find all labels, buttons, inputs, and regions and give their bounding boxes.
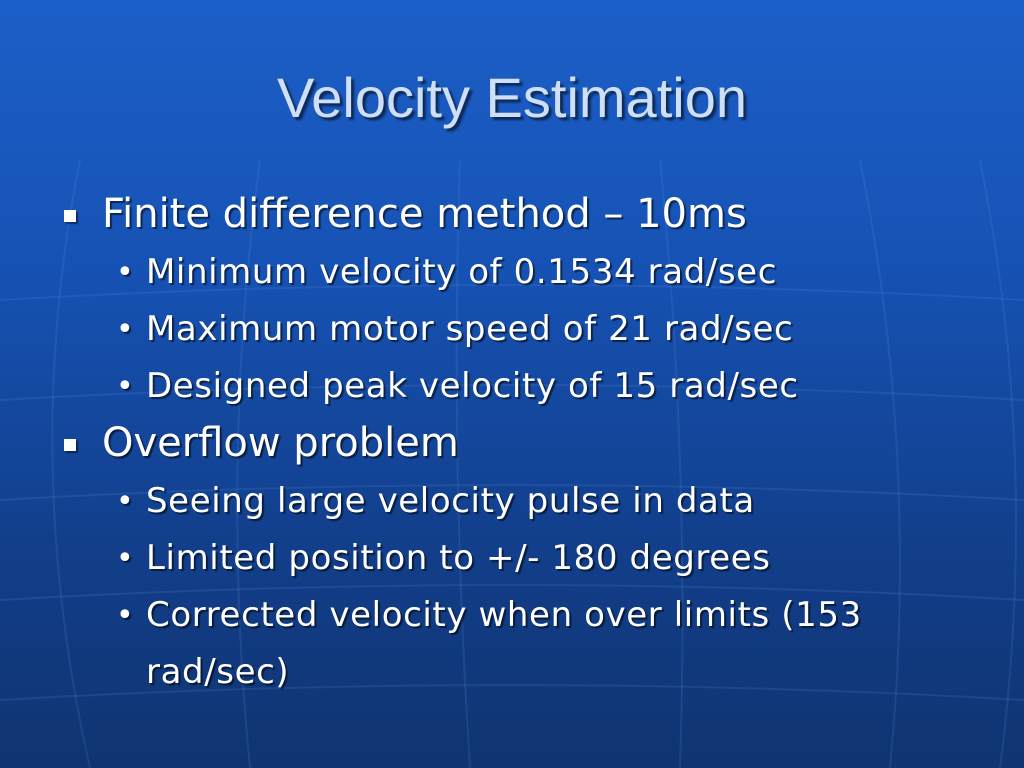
slide-title: Velocity Estimation: [277, 66, 747, 129]
round-bullet-icon: •: [116, 369, 135, 404]
round-bullet-icon: •: [116, 484, 135, 519]
round-bullet-icon: •: [116, 598, 135, 633]
sub-bullet-text: Minimum velocity of 0.1534 rad/sec: [146, 252, 777, 292]
round-bullet-icon: •: [116, 255, 135, 290]
sub-bullet-item: • Limited position to +/- 180 degrees: [58, 530, 978, 587]
sub-bullet-item: • Seeing large velocity pulse in data: [58, 473, 978, 530]
sub-bullet-item: • Maximum motor speed of 21 rad/sec: [58, 301, 978, 358]
bullet-item: Finite difference method – 10ms: [58, 186, 978, 242]
bullet-text: Overflow problem: [102, 420, 459, 466]
bullet-item: Overflow problem: [58, 415, 978, 471]
square-bullet-icon: [64, 210, 76, 222]
sub-bullet-text: Limited position to +/- 180 degrees: [146, 538, 771, 578]
sub-bullet-item: • Minimum velocity of 0.1534 rad/sec: [58, 244, 978, 301]
bullet-list: Finite difference method – 10ms • Minimu…: [58, 186, 978, 701]
square-bullet-icon: [64, 439, 76, 451]
round-bullet-icon: •: [116, 541, 135, 576]
sub-bullet-text: Designed peak velocity of 15 rad/sec: [146, 366, 799, 406]
round-bullet-icon: •: [116, 312, 135, 347]
sub-bullet-item: • Designed peak velocity of 15 rad/sec: [58, 358, 978, 415]
sub-bullet-item: • Corrected velocity when over limits (1…: [58, 587, 978, 701]
sub-bullet-text: Corrected velocity when over limits (153…: [146, 595, 862, 692]
sub-bullet-text: Seeing large velocity pulse in data: [146, 481, 755, 521]
sub-bullet-text: Maximum motor speed of 21 rad/sec: [146, 309, 794, 349]
bullet-text: Finite difference method – 10ms: [102, 191, 747, 237]
